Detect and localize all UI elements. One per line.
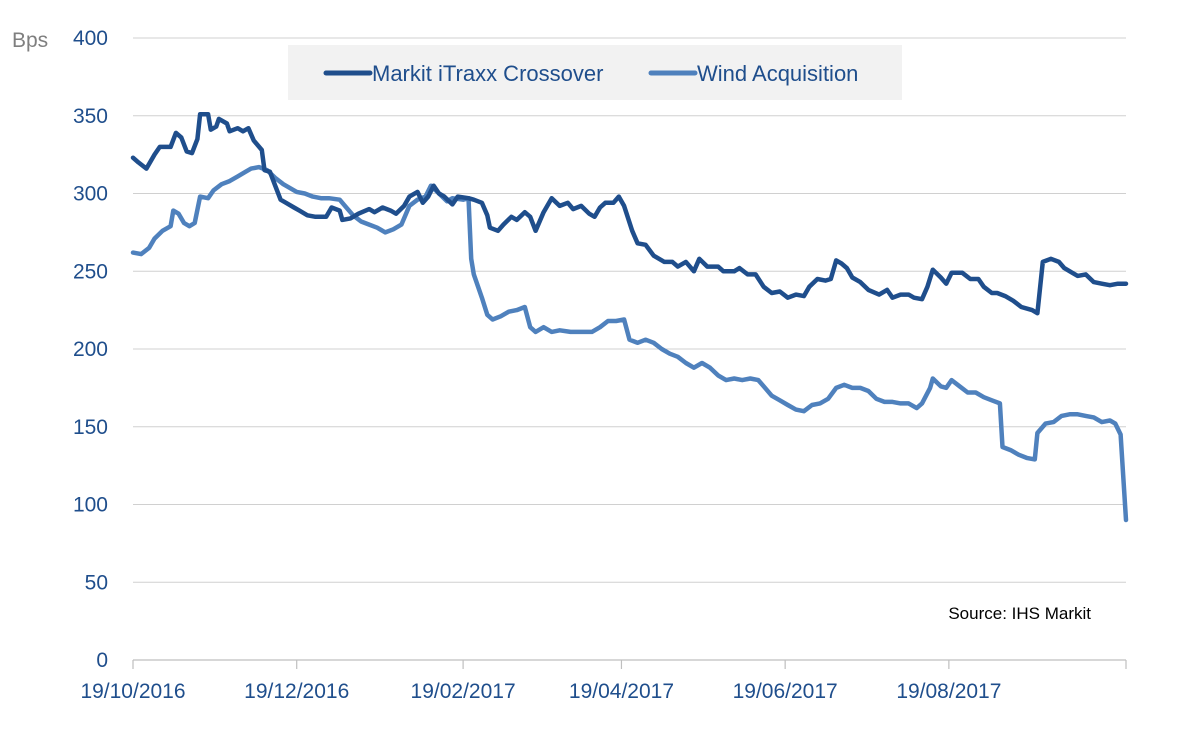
x-axis: 19/10/2016 19/12/2016 19/02/2017 19/04/2017… [80,659,1127,703]
y-tick-label: 300 [73,183,108,206]
y-tick-label: 400 [73,27,108,50]
x-tick-label: 19/12/2016 [244,680,349,703]
x-tick-label: 19/08/2017 [896,680,1001,703]
x-tick-label: 19/02/2017 [411,680,516,703]
legend-label-wind-acquisition: Wind Acquisition [697,61,858,86]
source-note: Source: IHS Markit [948,604,1091,623]
y-tick-label: 200 [73,338,108,361]
y-tick-label: 350 [73,105,108,128]
gridlines [133,37,1126,583]
y-axis-unit-label: Bps [12,29,48,52]
y-tick-label: 0 [96,649,108,672]
y-tick-label: 50 [85,571,108,594]
series-line-markit-itraxx-crossover [130,111,1129,316]
y-tick-label: 100 [73,494,108,517]
x-tick-label: 19/04/2017 [569,680,674,703]
y-tick-label: 250 [73,260,108,283]
legend: Markit iTraxx Crossover Wind Acquisition [288,45,902,100]
x-tick-label: 19/06/2017 [733,680,838,703]
x-tick-label: 19/10/2016 [80,680,185,703]
series-line-wind-acquisition [130,164,1129,523]
y-tick-label: 150 [73,416,108,439]
y-axis: 0 50 100 150 200 250 300 350 400 [73,27,108,672]
legend-box [288,45,902,100]
legend-label-markit-itraxx-crossover: Markit iTraxx Crossover [372,61,603,86]
series-group [130,111,1129,523]
